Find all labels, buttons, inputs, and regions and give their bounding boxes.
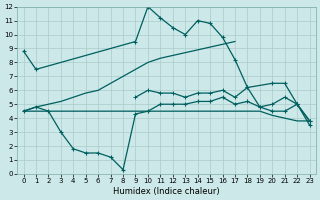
X-axis label: Humidex (Indice chaleur): Humidex (Indice chaleur)	[113, 187, 220, 196]
